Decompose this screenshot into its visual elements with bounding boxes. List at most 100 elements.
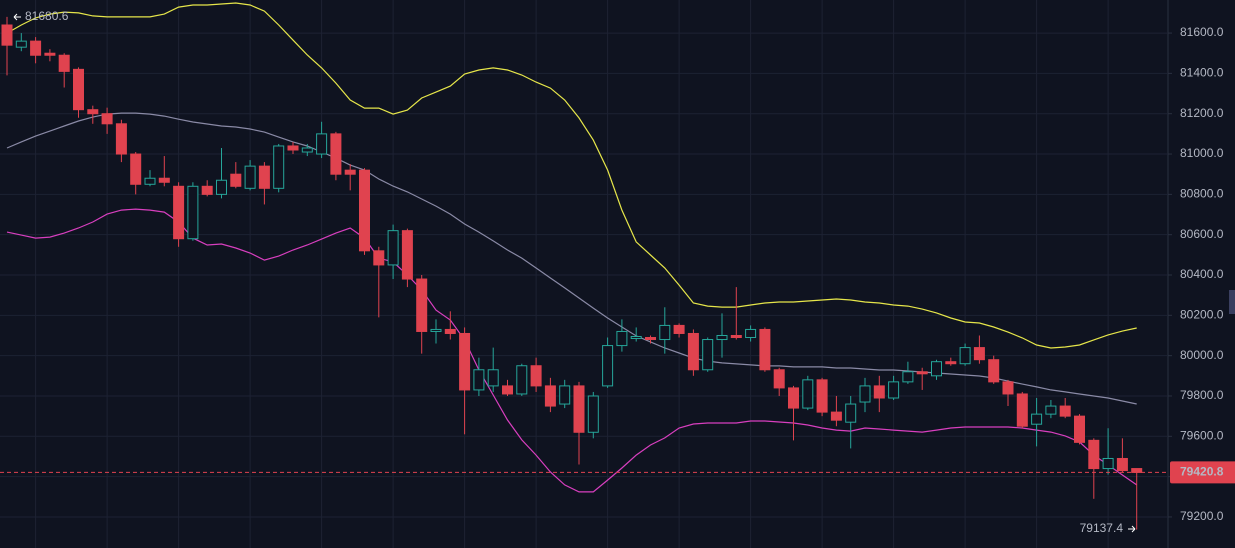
candle-body bbox=[916, 371, 928, 375]
y-tick-label: 79200.0 bbox=[1180, 509, 1224, 523]
candle-body bbox=[144, 177, 156, 185]
candle-body bbox=[487, 369, 499, 387]
candle-body bbox=[616, 330, 628, 347]
candle-body bbox=[15, 40, 27, 48]
candle-body bbox=[1059, 405, 1071, 417]
y-tick-label: 80400.0 bbox=[1180, 267, 1224, 281]
candle-body bbox=[344, 169, 356, 175]
candle-body bbox=[1002, 381, 1014, 395]
candle-body bbox=[573, 385, 585, 433]
candle-body bbox=[788, 387, 799, 409]
candle-body bbox=[1102, 457, 1114, 470]
candle-body bbox=[101, 113, 113, 125]
candle-body bbox=[473, 369, 485, 391]
candle-body bbox=[973, 347, 985, 361]
candle-body bbox=[459, 332, 471, 391]
y-tick-label: 79800.0 bbox=[1180, 388, 1224, 402]
candle-body bbox=[659, 324, 671, 341]
band-line bbox=[6, 112, 1137, 405]
candle-body bbox=[845, 403, 857, 423]
last-price-label: 79420.8 bbox=[1180, 465, 1224, 479]
y-tick-label: 81000.0 bbox=[1180, 146, 1224, 160]
candle-body bbox=[602, 345, 614, 387]
candle-body bbox=[902, 371, 914, 383]
candle-body bbox=[730, 334, 742, 339]
band-line bbox=[6, 208, 1138, 493]
y-tick-label: 80800.0 bbox=[1180, 187, 1224, 201]
candle-body bbox=[959, 347, 971, 365]
candle-body bbox=[44, 52, 56, 56]
candle-body bbox=[888, 381, 900, 399]
candle-body bbox=[716, 334, 728, 341]
candle-body bbox=[1031, 413, 1043, 425]
candle-body bbox=[745, 328, 757, 339]
candle-body bbox=[359, 169, 370, 252]
candle-body bbox=[1131, 468, 1143, 473]
candle-body bbox=[387, 230, 399, 266]
candle-body bbox=[401, 230, 413, 280]
candle-body bbox=[287, 145, 299, 151]
candle-body bbox=[1088, 439, 1100, 470]
candle-body bbox=[702, 339, 714, 371]
candle-body bbox=[130, 153, 142, 185]
high-marker-label: 81680.6 bbox=[25, 9, 69, 23]
candle-body bbox=[430, 328, 442, 332]
candle-body bbox=[316, 133, 328, 155]
candle-body bbox=[258, 165, 270, 189]
candle-body bbox=[802, 379, 814, 409]
y-tick-label: 81600.0 bbox=[1180, 25, 1224, 39]
candle-body bbox=[516, 365, 528, 395]
candle-body bbox=[759, 328, 771, 371]
y-tick-label: 80000.0 bbox=[1180, 348, 1224, 362]
candle-body bbox=[173, 185, 185, 240]
candle-body bbox=[201, 185, 213, 195]
candle-body bbox=[931, 361, 942, 377]
candle-body bbox=[1, 24, 13, 46]
candle-body bbox=[444, 328, 456, 334]
candle-body bbox=[216, 179, 227, 195]
candle-body bbox=[1116, 457, 1128, 472]
candle-body bbox=[30, 40, 42, 56]
candle-body bbox=[115, 123, 127, 155]
candle-body bbox=[687, 332, 699, 371]
y-tick-label: 81200.0 bbox=[1180, 106, 1224, 120]
side-tab[interactable] bbox=[1229, 290, 1235, 314]
candle-body bbox=[587, 395, 599, 433]
candle-body bbox=[416, 278, 428, 332]
candle-body bbox=[158, 177, 170, 183]
high-marker-arrow bbox=[13, 13, 21, 21]
candle-body bbox=[673, 324, 685, 334]
candle-body bbox=[301, 147, 313, 153]
candle-body bbox=[873, 385, 885, 399]
y-tick-label: 80600.0 bbox=[1180, 227, 1224, 241]
candle-body bbox=[645, 337, 656, 341]
candle-body bbox=[530, 365, 542, 387]
candle-body bbox=[87, 109, 99, 115]
last-price-tag bbox=[1170, 461, 1235, 484]
candle-body bbox=[273, 145, 285, 189]
candle-body bbox=[373, 250, 385, 266]
low-marker-arrow bbox=[1128, 525, 1136, 533]
candle-body bbox=[945, 361, 957, 365]
candle-body bbox=[630, 336, 642, 340]
candle-body bbox=[988, 359, 1000, 383]
candle-body bbox=[859, 385, 871, 403]
candle-body bbox=[58, 54, 70, 72]
candle-body bbox=[1074, 415, 1085, 443]
candle-body bbox=[244, 165, 256, 189]
candle-body bbox=[230, 173, 242, 187]
candle-body bbox=[544, 385, 556, 407]
y-tick-label: 80200.0 bbox=[1180, 308, 1224, 322]
y-tick-label: 81400.0 bbox=[1180, 66, 1224, 80]
candle-body bbox=[1045, 405, 1057, 415]
candle-body bbox=[773, 369, 785, 389]
candle-body bbox=[187, 185, 199, 240]
candle-body bbox=[502, 385, 513, 395]
candle-body bbox=[816, 379, 828, 413]
candle-body bbox=[330, 133, 342, 175]
band-line bbox=[6, 2, 1137, 349]
candle-body bbox=[73, 68, 84, 111]
low-marker-label: 79137.4 bbox=[1080, 521, 1124, 535]
